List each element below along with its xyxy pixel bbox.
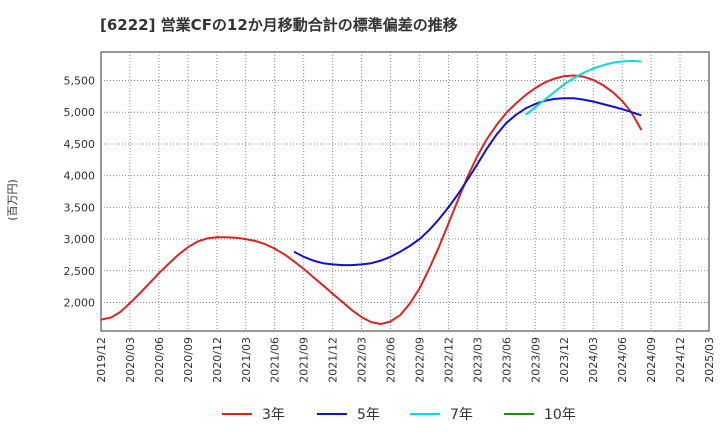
y-axis-ticks: 2,000 2,500 3,000 3,500 4,000 4,500 5,000 5,500 — [64, 75, 96, 310]
y-tick-label: 3,000 — [64, 233, 96, 246]
series-line-7年 — [524, 59, 642, 116]
x-tick-label: 2023/03 — [471, 337, 484, 383]
series-line-3年 — [100, 74, 643, 325]
x-tick-label: 2021/09 — [298, 337, 311, 383]
x-tick-label: 2020/06 — [153, 337, 166, 383]
y-tick-label: 4,000 — [64, 170, 96, 183]
y-axis-label: (百万円) — [6, 179, 19, 221]
x-tick-label: 2025/03 — [703, 337, 716, 383]
x-tick-label: 2023/09 — [529, 337, 542, 383]
x-tick-label: 2024/06 — [616, 337, 629, 383]
x-tick-label: 2022/12 — [442, 337, 455, 383]
y-tick-label: 5,000 — [64, 106, 96, 119]
y-tick-label: 4,500 — [64, 138, 96, 151]
grid — [101, 52, 709, 331]
x-tick-label: 2022/03 — [356, 337, 369, 383]
legend-label: 3年 — [262, 407, 285, 423]
legend-label: 7年 — [450, 407, 473, 423]
y-tick-label: 2,500 — [64, 265, 96, 278]
x-tick-label: 2024/12 — [674, 337, 687, 383]
x-tick-label: 2019/12 — [95, 337, 108, 383]
x-tick-label: 2023/12 — [558, 337, 571, 383]
legend: 3年 5年 7年 10年 — [222, 407, 576, 423]
y-tick-label: 2,000 — [64, 296, 96, 309]
x-tick-label: 2022/06 — [385, 337, 398, 383]
x-tick-label: 2024/03 — [587, 337, 600, 383]
series-line-5年 — [293, 97, 642, 267]
y-tick-label: 5,500 — [64, 75, 96, 88]
x-axis-ticks: 2019/12 2020/03 2020/06 2020/09 2020/12 2021/… — [95, 337, 716, 383]
legend-label: 10年 — [544, 407, 576, 423]
y-tick-label: 3,500 — [64, 201, 96, 214]
x-tick-label: 2020/12 — [211, 337, 224, 383]
x-tick-label: 2023/06 — [500, 337, 513, 383]
x-tick-label: 2020/03 — [124, 337, 137, 383]
x-tick-label: 2020/09 — [182, 337, 195, 383]
chart-title: [6222] 営業CFの12か月移動合計の標準偏差の推移 — [100, 16, 458, 34]
series-lines — [100, 59, 643, 325]
x-tick-label: 2021/12 — [327, 337, 340, 383]
x-tick-label: 2021/06 — [269, 337, 282, 383]
x-tick-label: 2024/09 — [645, 337, 658, 383]
x-tick-label: 2022/09 — [413, 337, 426, 383]
legend-label: 5年 — [357, 407, 380, 423]
plot-area — [100, 51, 710, 332]
x-tick-label: 2021/03 — [240, 337, 253, 383]
